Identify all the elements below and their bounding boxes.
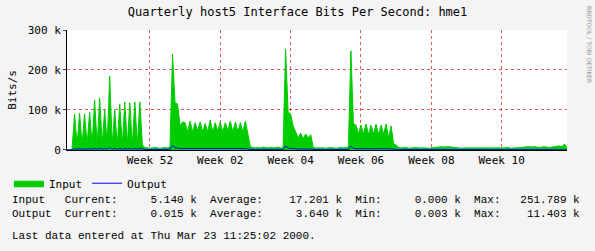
- svg-text:Week 02: Week 02: [197, 154, 243, 167]
- svg-text:Week 06: Week 06: [338, 154, 384, 167]
- svg-text:Output: Output: [127, 178, 167, 191]
- svg-text:200 k: 200 k: [28, 64, 61, 77]
- svg-text:Week 08: Week 08: [408, 154, 454, 167]
- svg-text:Week 04: Week 04: [267, 154, 314, 167]
- svg-text:300 k: 300 k: [28, 24, 61, 37]
- svg-text:Week 10: Week 10: [478, 154, 524, 167]
- svg-text:Week 52: Week 52: [127, 154, 173, 167]
- html-text:Output Current: 0.015 k Averag: Output Current: 0.015 k Average: 3.640 k…: [12, 208, 580, 220]
- svg-text:0: 0: [54, 144, 61, 157]
- html-text:RRDTOOL / TOBI OETIKER: RRDTOOL / TOBI OETIKER: [586, 6, 593, 84]
- svg-text:Quarterly host5 Interface Bits: Quarterly host5 Interface Bits Per Secon…: [128, 5, 468, 19]
- html-text:Last data entered at Thu Mar 2: Last data entered at Thu Mar 23 11:25:02…: [12, 230, 316, 242]
- svg-text:Input: Input: [49, 178, 82, 191]
- svg-text:100 k: 100 k: [28, 104, 61, 117]
- svg-text:Bits/s: Bits/s: [6, 70, 19, 110]
- html-text:Input Current: 5.140 k Average: Input Current: 5.140 k Average: 17.201 k…: [12, 194, 580, 206]
